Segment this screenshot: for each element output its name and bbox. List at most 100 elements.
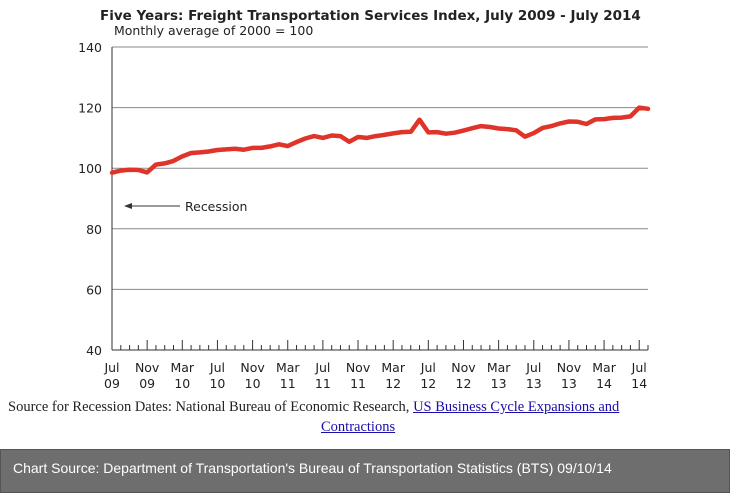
data-point [603,118,606,121]
data-point [357,135,360,138]
data-point [269,145,272,148]
business-cycle-link[interactable]: US Business Cycle Expansions and [413,399,620,415]
data-point [480,125,483,128]
x-tick-label-month: Mar [170,360,194,375]
x-tick-label-year: 11 [350,376,366,391]
footer-bar: Chart Source: Department of Transportati… [0,449,730,493]
data-point [146,171,149,174]
source-note: Source for Recession Dates: National Bur… [8,397,724,437]
y-tick-label: 40 [86,343,102,358]
data-point [488,125,491,128]
data-point [462,129,465,132]
data-point [260,146,263,149]
data-point [242,148,245,151]
data-point [313,135,316,138]
source-note-text: Source for Recession Dates: National Bur… [8,399,414,415]
x-tick-label-year: 13 [561,376,577,391]
data-point [409,130,412,133]
data-point [321,136,324,139]
x-tick-label-month: Nov [451,360,476,375]
chart-subtitle: Monthly average of 2000 = 100 [114,23,313,38]
data-point [418,118,421,121]
x-tick-label-year: 10 [174,376,190,391]
data-point [181,155,184,158]
data-point [550,125,553,128]
x-tick-label-month: Mar [487,360,511,375]
x-tick-label-year: 12 [385,376,401,391]
data-point [506,128,509,131]
data-point [471,127,474,130]
data-point [111,171,113,174]
y-axis-ticks: 40 60 80 100 120 140 [78,40,102,358]
data-point [383,133,386,136]
x-tick-label-month: Jul [631,360,647,375]
x-tick-label-year: 14 [596,376,612,391]
data-point [436,131,439,134]
x-tick-label-year: 11 [315,376,331,391]
data-point [225,148,228,151]
x-tick-label-year: 09 [139,376,155,391]
data-point [216,149,219,152]
data-point [523,135,526,138]
footer-text: Chart Source: Department of Transportati… [13,460,612,476]
data-point [567,120,570,123]
data-point [585,122,588,125]
x-tick-label-month: Nov [346,360,371,375]
x-tick-label-year: 12 [456,376,472,391]
x-tick-label-year: 10 [209,376,225,391]
x-tick-label-year: 11 [280,376,296,391]
x-tick-label-month: Jul [314,360,330,375]
data-point [251,146,254,149]
data-point [444,132,447,135]
data-point [154,163,157,166]
data-point [277,143,280,146]
x-tick-label-month: Nov [557,360,582,375]
data-point [594,118,597,121]
data-point [638,106,641,109]
data-point [611,116,614,119]
data-point [339,135,342,138]
data-point [304,137,307,140]
x-tick-label-month: Jul [209,360,225,375]
data-point [532,132,535,135]
x-tick-label-month: Nov [240,360,265,375]
x-tick-label-year: 13 [526,376,542,391]
x-tick-label-year: 12 [420,376,436,391]
data-point [629,115,632,118]
y-tick-label: 80 [86,222,102,237]
data-point [647,107,649,110]
business-cycle-link-continued[interactable]: Contractions [321,419,396,435]
series-layer [109,105,651,175]
y-tick-label: 140 [78,40,102,55]
chart-title: Five Years: Freight Transportation Servi… [100,8,641,24]
recession-annotation: Recession [124,199,247,214]
data-point [119,169,122,172]
recession-arrow-head [124,203,132,209]
data-point [286,145,289,148]
y-tick-label: 120 [78,101,102,116]
data-point [453,131,456,134]
data-point [128,168,131,171]
y-tick-label: 60 [86,282,102,297]
data-point [392,132,395,135]
data-point [374,135,377,138]
data-point [198,151,201,154]
data-point [137,169,140,172]
x-tick-label-year: 09 [104,376,120,391]
data-point [163,162,166,165]
data-point [234,147,237,150]
x-tick-label-month: Jul [103,360,119,375]
recession-label: Recession [185,199,247,214]
data-point [620,116,623,119]
data-point [400,131,403,134]
data-point [330,134,333,137]
data-point [515,129,518,132]
y-tick-label: 100 [78,161,102,176]
x-tick-label-month: Nov [135,360,160,375]
data-point [497,127,500,130]
x-tick-label-year: 14 [631,376,647,391]
x-tick-label-month: Mar [592,360,616,375]
grid-lines [112,46,648,290]
x-tick-label-month: Jul [420,360,436,375]
x-tick-label-year: 13 [491,376,507,391]
